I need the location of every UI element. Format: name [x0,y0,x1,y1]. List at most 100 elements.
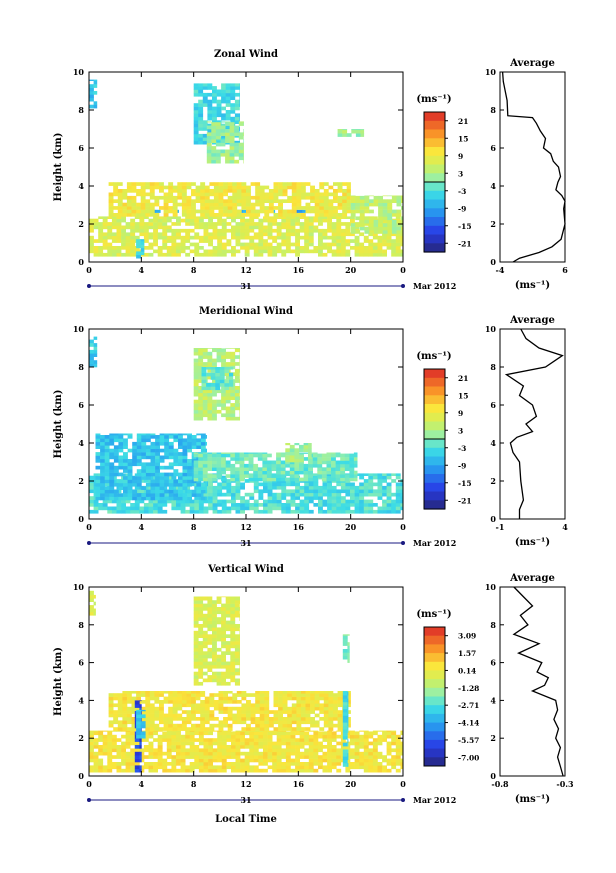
heatmap-cell [236,202,242,207]
heatmap-cell [130,758,136,763]
heatmap-cell [225,624,231,628]
heatmap-cell [391,762,397,766]
heatmap-cell [127,435,133,439]
heatmap-cell [281,218,287,223]
heatmap-cell [231,765,236,770]
heatmap-cell [193,92,199,97]
heatmap-cell [125,232,131,237]
heatmap-cell [333,192,338,197]
heatmap-cell [304,482,310,487]
heatmap-cell [255,213,261,217]
heatmap-cell [382,509,387,514]
heatmap-cell [171,252,177,257]
heatmap-cell [382,506,387,511]
heatmap-cell [287,713,293,718]
heatmap-cell [126,713,132,718]
heatmap-cell [111,765,117,770]
heatmap-cell [359,249,365,254]
heatmap-cell [258,751,264,756]
heatmap-cell [166,218,172,223]
heatmap-cell [204,703,210,708]
heatmap-cell [319,192,325,197]
heatmap-cell [322,246,328,250]
heatmap-cell [263,762,268,766]
heatmap-cell [157,489,163,494]
heatmap-cell [363,252,369,257]
heatmap-cell [291,213,297,217]
heatmap-cell [372,489,378,494]
heatmap-cell [285,492,291,497]
heatmap-cell [300,195,306,200]
heatmap-cell [98,239,104,243]
heatmap-cell [294,460,300,465]
average-profile-line [504,328,564,519]
heatmap-cell [212,671,217,676]
heatmap-cell [285,503,291,507]
heatmap-cell [187,479,192,484]
heatmap-cell [391,226,397,231]
heatmap-cell [337,202,343,207]
heatmap-cell [333,693,338,697]
heatmap-cell [336,509,342,514]
heatmap-cell [336,499,342,504]
heatmap-cell [225,110,231,114]
heatmap-cell [299,460,304,465]
heatmap-cell [267,748,273,753]
heatmap-cell [377,249,383,254]
heatmap-cell [368,755,374,759]
heatmap-cell [253,474,259,478]
heatmap-cell [273,703,279,708]
heatmap-cell [285,751,291,756]
heatmap-cell [272,768,278,773]
heatmap-cell [304,249,310,254]
heatmap-cell [221,252,227,257]
heatmap-cell [218,706,224,711]
heatmap-cell [276,216,282,219]
heatmap-cell [253,509,259,514]
heatmap-cell [211,139,217,143]
heatmap-cell [304,496,310,500]
heatmap-cell [273,195,279,200]
heatmap-cell [185,730,191,732]
heatmap-cell [207,123,213,128]
heatmap-cell [230,610,236,615]
heatmap-cell [187,476,192,480]
heatmap-cell [177,195,183,200]
heatmap-cell [327,482,332,487]
heatmap-cell [153,509,158,514]
heatmap-cell [276,470,281,475]
heatmap-cell [122,213,128,217]
heatmap-cell [208,762,213,766]
heatmap-cell [342,752,348,757]
heatmap-cell [281,748,287,753]
heatmap-cell [108,696,114,701]
heatmap-cell [382,485,387,490]
heatmap-cell [193,603,199,608]
heatmap-cell [198,113,204,118]
heatmap-cell [372,492,378,497]
heatmap-cell [122,717,128,721]
heatmap-cell [141,448,147,453]
heatmap-cell [391,232,397,237]
heatmap-cell [322,734,328,739]
heatmap-cell [336,730,342,732]
heatmap-cell [187,462,192,467]
heatmap-cell [304,755,310,759]
heatmap-cell [141,455,147,460]
heatmap-cell [130,509,136,514]
heatmap-cell [141,433,147,436]
heatmap-cell [319,195,325,200]
x-tick-label: 12 [240,522,251,532]
heatmap-cell [368,748,374,753]
heatmap-cell [297,209,303,213]
heatmap-cell [121,734,126,739]
heatmap-cell [264,710,270,714]
heatmap-cell [296,703,302,708]
heatmap-cell [189,768,195,773]
heatmap-cell [234,92,240,97]
heatmap-cell [104,435,110,439]
heatmap-cell [157,249,163,254]
heatmap-cell [203,768,209,773]
heatmap-cell [166,730,172,732]
heatmap-cell [285,443,291,446]
